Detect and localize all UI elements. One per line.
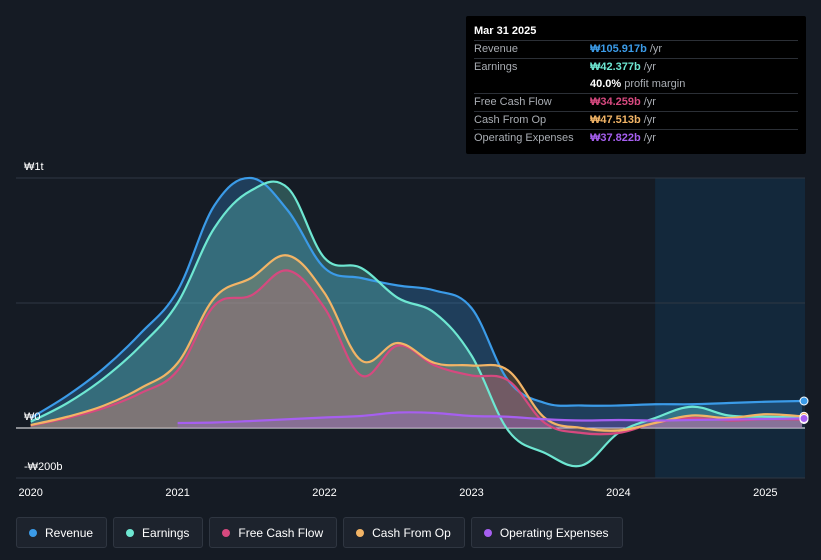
y-axis-ticks: ₩1t ₩0 -₩200b — [24, 161, 63, 473]
tooltip-date: Mar 31 2025 — [474, 25, 537, 37]
tooltip-row-label: Cash From Op — [474, 114, 547, 126]
tooltip-row-value: ₩37.822b — [590, 132, 641, 144]
legend-item-free-cash-flow[interactable]: Free Cash Flow — [209, 517, 338, 548]
y-tick-label: ₩0 — [24, 411, 41, 423]
legend-label: Earnings — [142, 525, 190, 540]
legend-label: Operating Expenses — [499, 525, 609, 540]
tooltip-row-label: Earnings — [474, 61, 518, 73]
tooltip-row: Earnings ₩42.377b/yr — [474, 58, 798, 76]
legend-label: Revenue — [45, 525, 94, 540]
marker-operating-expenses — [799, 414, 809, 423]
line-operating-expenses — [177, 411, 803, 425]
x-axis-ticks: 2020 2021 2022 2023 2024 2025 — [18, 487, 777, 499]
tooltip-row-unit: /yr — [649, 43, 663, 55]
legend-item-operating-expenses[interactable]: Operating Expenses — [470, 517, 623, 548]
y-tick-label: -₩200b — [24, 461, 63, 473]
x-tick-label: 2021 — [165, 487, 189, 499]
series-lines — [30, 176, 803, 468]
tooltip-row-unit: /yr — [643, 114, 656, 126]
tooltip-row-unit: /yr — [643, 61, 656, 73]
legend-item-cash-from-op[interactable]: Cash From Op — [343, 517, 465, 548]
tooltip-row-value: 40.0% — [590, 78, 622, 90]
tooltip-rows: Revenue ₩105.917b/yr Earnings ₩42.377b/yr 40… — [474, 40, 798, 147]
tooltip-row-value: ₩42.377b — [590, 61, 641, 73]
x-tick-label: 2020 — [18, 487, 42, 499]
area-free-cash-flow — [30, 270, 803, 435]
tooltip-row: Operating Expenses ₩37.822b/yr — [474, 129, 798, 147]
tooltip-row: Free Cash Flow ₩34.259b/yr — [474, 93, 798, 111]
x-tick-label: 2025 — [753, 487, 777, 499]
line-revenue — [30, 176, 803, 419]
area-earnings — [30, 181, 803, 467]
area-revenue — [30, 177, 803, 428]
legend-label: Cash From Op — [372, 525, 451, 540]
line-earnings — [30, 180, 803, 468]
tooltip-row-unit: /yr — [643, 132, 656, 144]
tooltip-row: 40.0% profit margin — [474, 76, 798, 93]
tooltip-row-label: Free Cash Flow — [474, 96, 552, 108]
tooltip-row-value: ₩105.917b — [590, 43, 647, 55]
legend-item-revenue[interactable]: Revenue — [16, 517, 108, 548]
forecast-band — [655, 178, 805, 478]
tooltip-row-unit: /yr — [643, 96, 656, 108]
legend-dot-icon — [222, 528, 231, 537]
tooltip-row: Cash From Op ₩47.513b/yr — [474, 111, 798, 129]
legend-dot-icon — [29, 528, 37, 537]
line-cash-from-op — [30, 254, 803, 432]
legend: Revenue Earnings Free Cash Flow Cash From O… — [16, 517, 623, 548]
legend-dot-icon — [356, 528, 365, 537]
legend-item-earnings[interactable]: Earnings — [113, 517, 204, 548]
tooltip-row: Revenue ₩105.917b/yr — [474, 40, 798, 58]
marker-revenue — [799, 396, 809, 406]
tooltip-row-unit: profit margin — [624, 78, 686, 90]
tooltip-row-value: ₩47.513b — [590, 114, 641, 126]
tooltip-row-value: ₩34.259b — [590, 96, 641, 108]
legend-dot-icon — [483, 528, 492, 537]
end-markers — [799, 396, 809, 424]
tooltip-row-label: Operating Expenses — [474, 132, 574, 144]
tooltip-panel: Mar 31 2025 Revenue ₩105.917b/yr Earnings ₩… — [466, 16, 806, 154]
tooltip-row-label: Revenue — [474, 43, 519, 55]
x-tick-label: 2024 — [606, 487, 630, 499]
y-tick-label: ₩1t — [24, 161, 44, 173]
legend-dot-icon — [126, 528, 135, 537]
x-tick-label: 2022 — [312, 487, 336, 499]
tooltip-row-label — [474, 76, 590, 93]
x-tick-label: 2023 — [459, 487, 483, 499]
legend-label: Free Cash Flow — [238, 525, 324, 540]
